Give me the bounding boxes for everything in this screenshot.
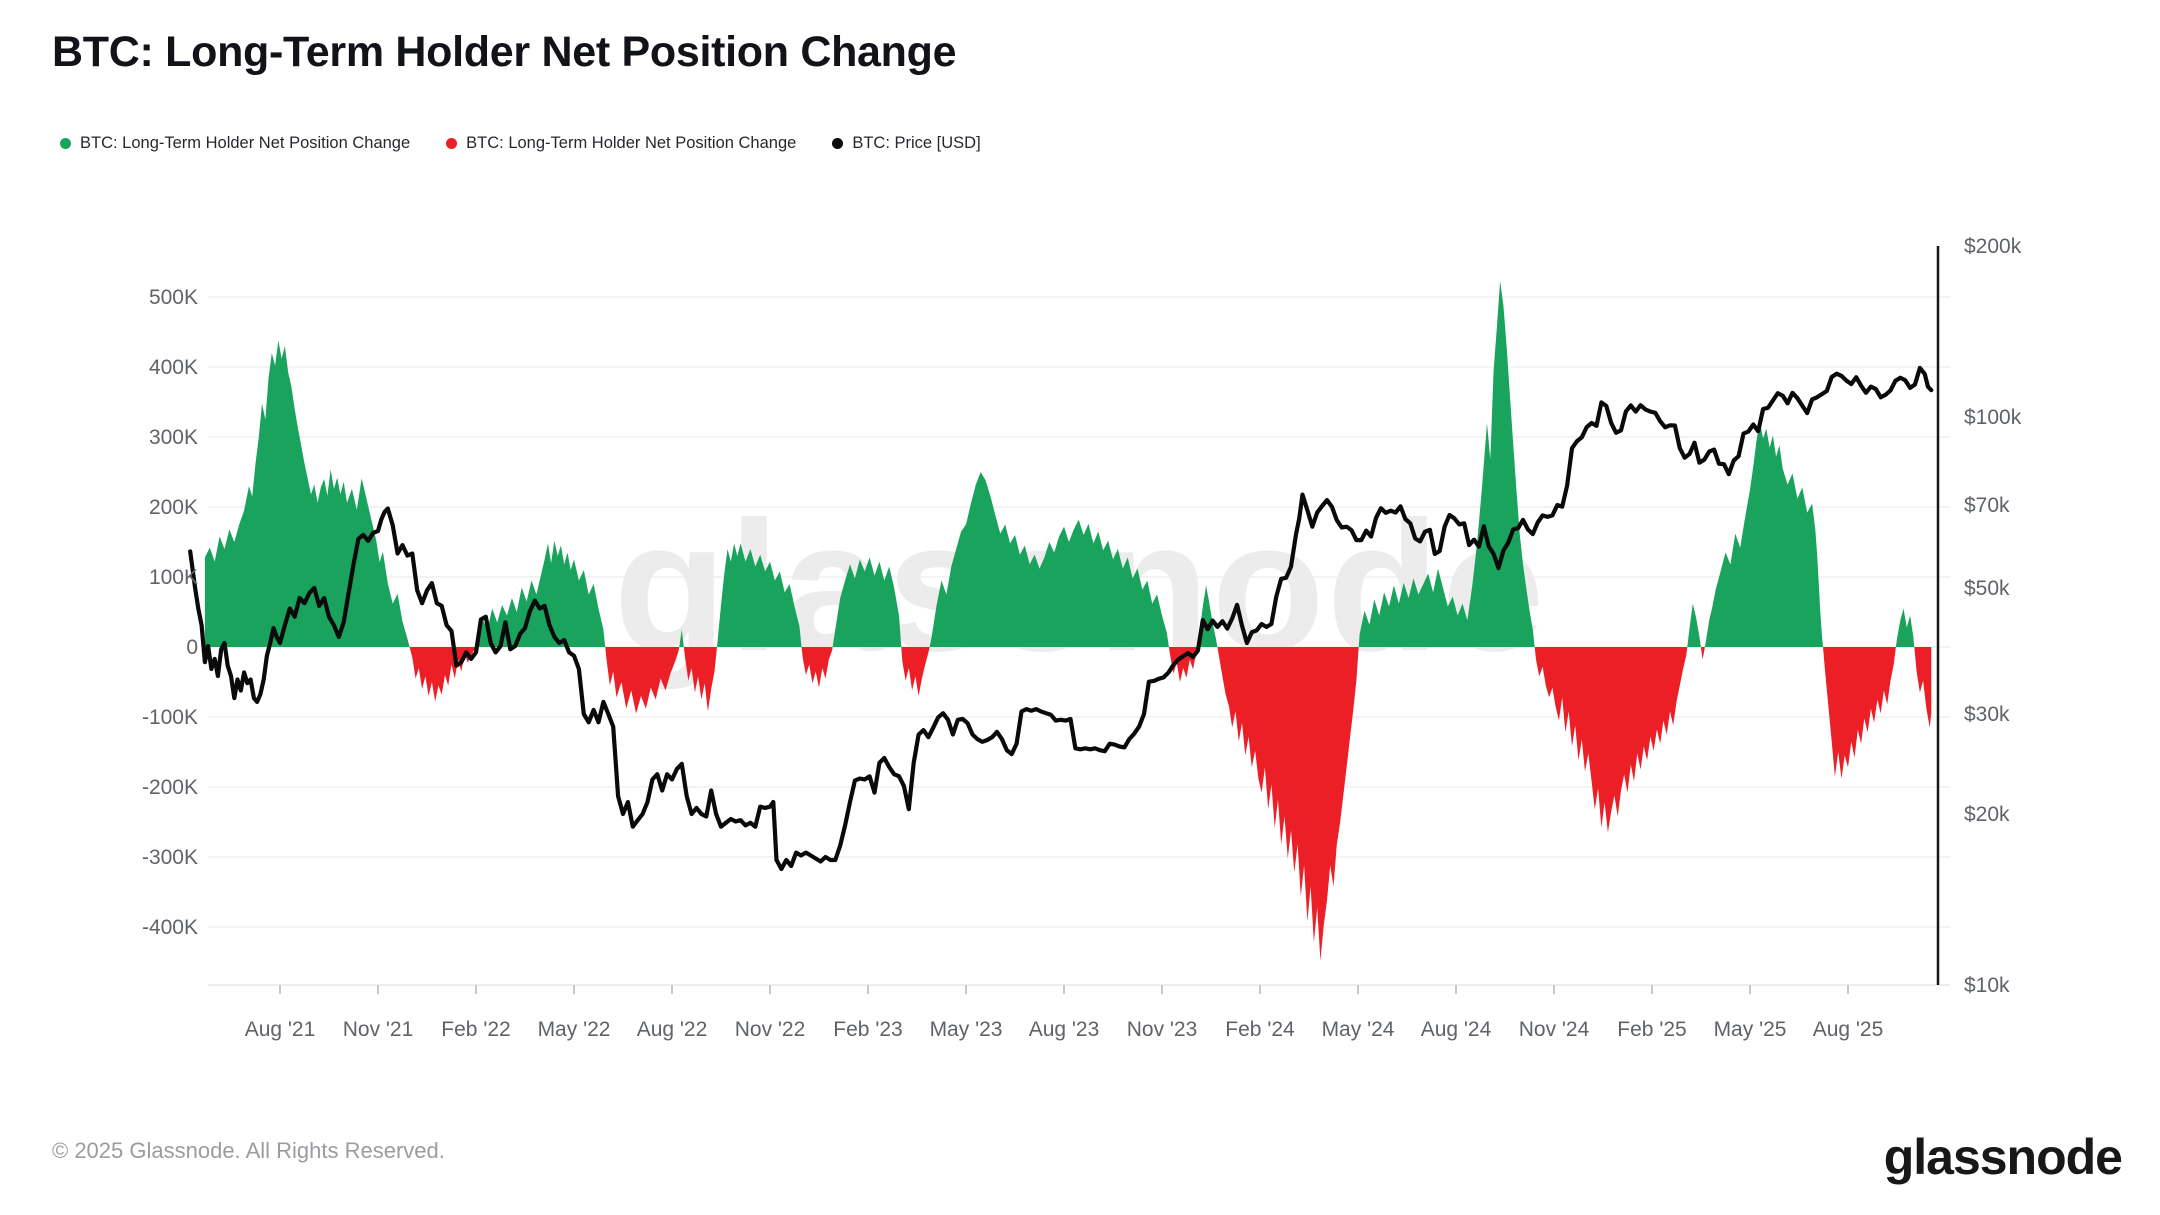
axis-labels: 500K 400K 300K 200K 100K 0 -100K -200K -300K -400…: [142, 235, 2022, 1041]
y-left-tick-label: -300K: [142, 846, 198, 869]
y-left-tick-label: 500K: [149, 286, 198, 309]
y-left-tick-label: 200K: [149, 496, 198, 519]
x-axis-tick-label: May '23: [930, 1018, 1003, 1041]
y-right-tick-label: $50k: [1964, 577, 2010, 600]
x-axis-tick-label: Aug '24: [1421, 1018, 1492, 1041]
x-axis-tick-label: Feb '24: [1225, 1018, 1295, 1041]
y-right-tick-label: $10k: [1964, 974, 2010, 997]
x-axis-tick-label: Aug '22: [637, 1018, 708, 1041]
legend-distribution-label: BTC: Long-Term Holder Net Position Chang…: [466, 134, 797, 152]
x-axis-tick-label: Feb '22: [441, 1018, 510, 1041]
x-axis-tick-label: Nov '22: [735, 1018, 806, 1041]
btc-price-line: [188, 365, 1934, 872]
legend-item-accumulation[interactable]: BTC: Long-Term Holder Net Position Chang…: [60, 134, 410, 153]
legend-accumulation-dot-icon: [60, 138, 71, 149]
legend-distribution-dot-icon: [446, 138, 458, 149]
y-left-tick-label: 100K: [149, 566, 198, 589]
x-axis-tick-label: Nov '21: [343, 1018, 414, 1041]
x-axis-ticks: [279, 985, 1849, 994]
page-title: BTC: Long-Term Holder Net Position Chang…: [52, 28, 957, 76]
y-left-tick-label: 0: [186, 636, 198, 659]
x-axis-tick-label: Nov '23: [1127, 1018, 1198, 1041]
lth-accumulation-area: [204, 280, 1932, 647]
legend-price-label: BTC: Price [USD]: [852, 134, 981, 152]
y-right-tick-label: $70k: [1964, 494, 2010, 517]
y-right-tick-label: $200k: [1964, 235, 2022, 258]
y-left-tick-label: 300K: [149, 426, 198, 449]
y-left-tick-label: -400K: [142, 916, 198, 939]
y-left-tick-label: 400K: [149, 356, 198, 379]
y-right-tick-label: $30k: [1964, 703, 2010, 726]
legend: BTC: Long-Term Holder Net Position Chang…: [60, 134, 981, 153]
y-left-tick-label: -200K: [142, 776, 198, 799]
lth-distribution-area: [204, 647, 1932, 961]
x-axis-tick-label: Aug '25: [1813, 1018, 1884, 1041]
x-axis-tick-label: May '24: [1322, 1018, 1395, 1041]
y-right-tick-label: $100k: [1964, 406, 2022, 429]
x-axis-tick-label: Aug '21: [245, 1018, 316, 1041]
legend-price-dot-icon: [832, 138, 844, 149]
legend-item-price[interactable]: BTC: Price [USD]: [832, 134, 981, 153]
y-left-tick-label: -100K: [142, 706, 198, 729]
x-axis-tick-label: Feb '23: [833, 1018, 902, 1041]
x-axis-tick-label: Aug '23: [1029, 1018, 1100, 1041]
legend-item-distribution[interactable]: BTC: Long-Term Holder Net Position Chang…: [446, 134, 796, 153]
x-axis-tick-label: Feb '25: [1617, 1018, 1686, 1041]
x-axis-tick-label: Nov '24: [1519, 1018, 1590, 1041]
x-axis-tick-label: May '22: [538, 1018, 611, 1041]
legend-accumulation-label: BTC: Long-Term Holder Net Position Chang…: [80, 134, 411, 152]
y-right-tick-label: $20k: [1964, 803, 2010, 826]
glassnode-logo: glassnode: [1883, 1129, 2123, 1185]
x-axis-tick-label: May '25: [1714, 1018, 1787, 1041]
copyright-text: © 2025 Glassnode. All Rights Reserved.: [52, 1138, 445, 1163]
